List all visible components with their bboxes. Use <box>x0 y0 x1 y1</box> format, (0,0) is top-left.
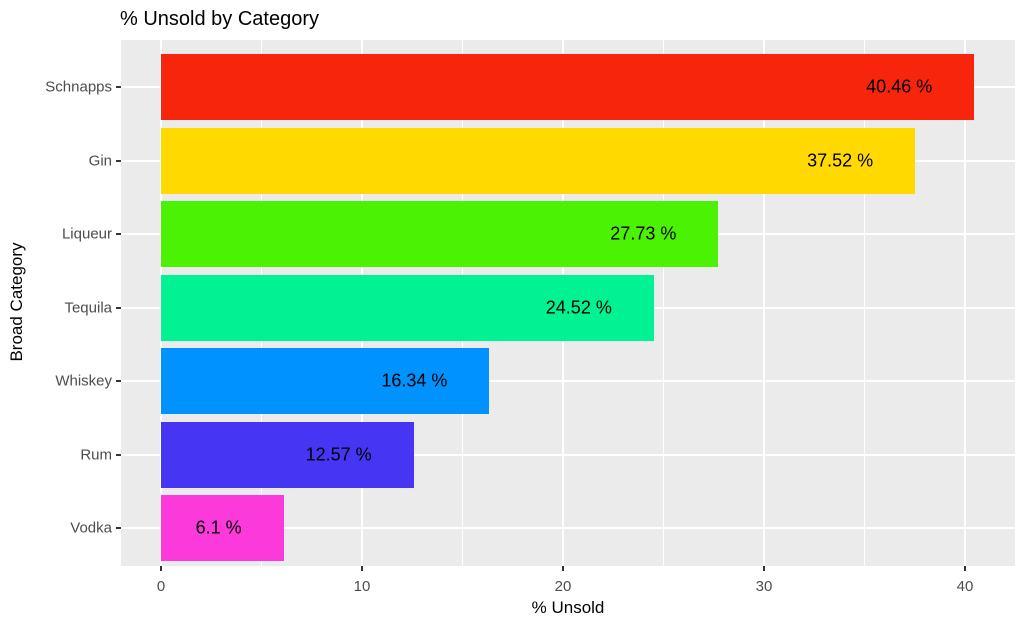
y-tick-label: Schnapps <box>45 78 112 96</box>
bar-value-label: 27.73 % <box>610 223 677 244</box>
bar: 12.57 % <box>161 421 414 488</box>
bar: 27.73 % <box>161 201 719 267</box>
x-tick-label: 40 <box>956 578 974 595</box>
x-axis-title: % Unsold <box>531 598 605 617</box>
y-tick-label: Vodka <box>70 519 112 537</box>
bar-value-label: 24.52 % <box>545 297 612 317</box>
y-tick-label: Rum <box>80 446 112 463</box>
y-tick-label: Liqueur <box>61 225 112 243</box>
bar: 6.1 % <box>161 495 284 561</box>
bar-value-label: 6.1 % <box>195 517 242 538</box>
bar: 24.52 % <box>161 274 654 341</box>
y-tick-mark <box>116 453 121 456</box>
plot-panel: 40.46 % 37.52 % 27.73 % 24.52 % 16.34 % 12.57… <box>121 40 1015 566</box>
bar-value-label: 40.46 % <box>866 76 933 97</box>
bar: 40.46 % <box>161 54 975 120</box>
x-tick-label: 30 <box>755 578 773 595</box>
y-tick-mark <box>116 380 121 382</box>
x-tick-mark <box>562 566 564 571</box>
bar-value-label: 16.34 % <box>381 370 448 391</box>
h-gridline <box>121 380 1015 382</box>
y-tick-mark <box>116 306 121 309</box>
v-gridline-minor <box>864 40 865 566</box>
bar: 16.34 % <box>161 348 490 414</box>
chart-title: % Unsold by Category <box>120 8 319 30</box>
x-tick-label: 0 <box>156 578 166 595</box>
v-gridline-minor <box>663 40 664 566</box>
x-tick-mark <box>964 566 966 571</box>
bar: 37.52 % <box>161 127 916 194</box>
y-tick-mark <box>116 233 121 235</box>
bar-value-label: 12.57 % <box>305 444 372 464</box>
x-tick-label: 20 <box>554 578 572 595</box>
v-gridline-major <box>964 40 966 566</box>
x-tick-label: 10 <box>353 578 371 595</box>
y-tick-label: Whiskey <box>55 372 112 390</box>
v-gridline-major <box>763 40 765 566</box>
y-tick-mark <box>116 86 121 88</box>
y-tick-mark <box>116 159 121 162</box>
x-tick-mark <box>763 566 765 571</box>
y-tick-label: Gin <box>88 152 112 169</box>
y-tick-label: Tequila <box>64 299 112 316</box>
h-gridline <box>121 453 1015 456</box>
bar-value-label: 37.52 % <box>807 150 874 170</box>
x-tick-mark <box>361 566 363 571</box>
x-tick-mark <box>160 566 162 571</box>
h-gridline <box>121 527 1015 529</box>
y-tick-mark <box>116 527 121 529</box>
